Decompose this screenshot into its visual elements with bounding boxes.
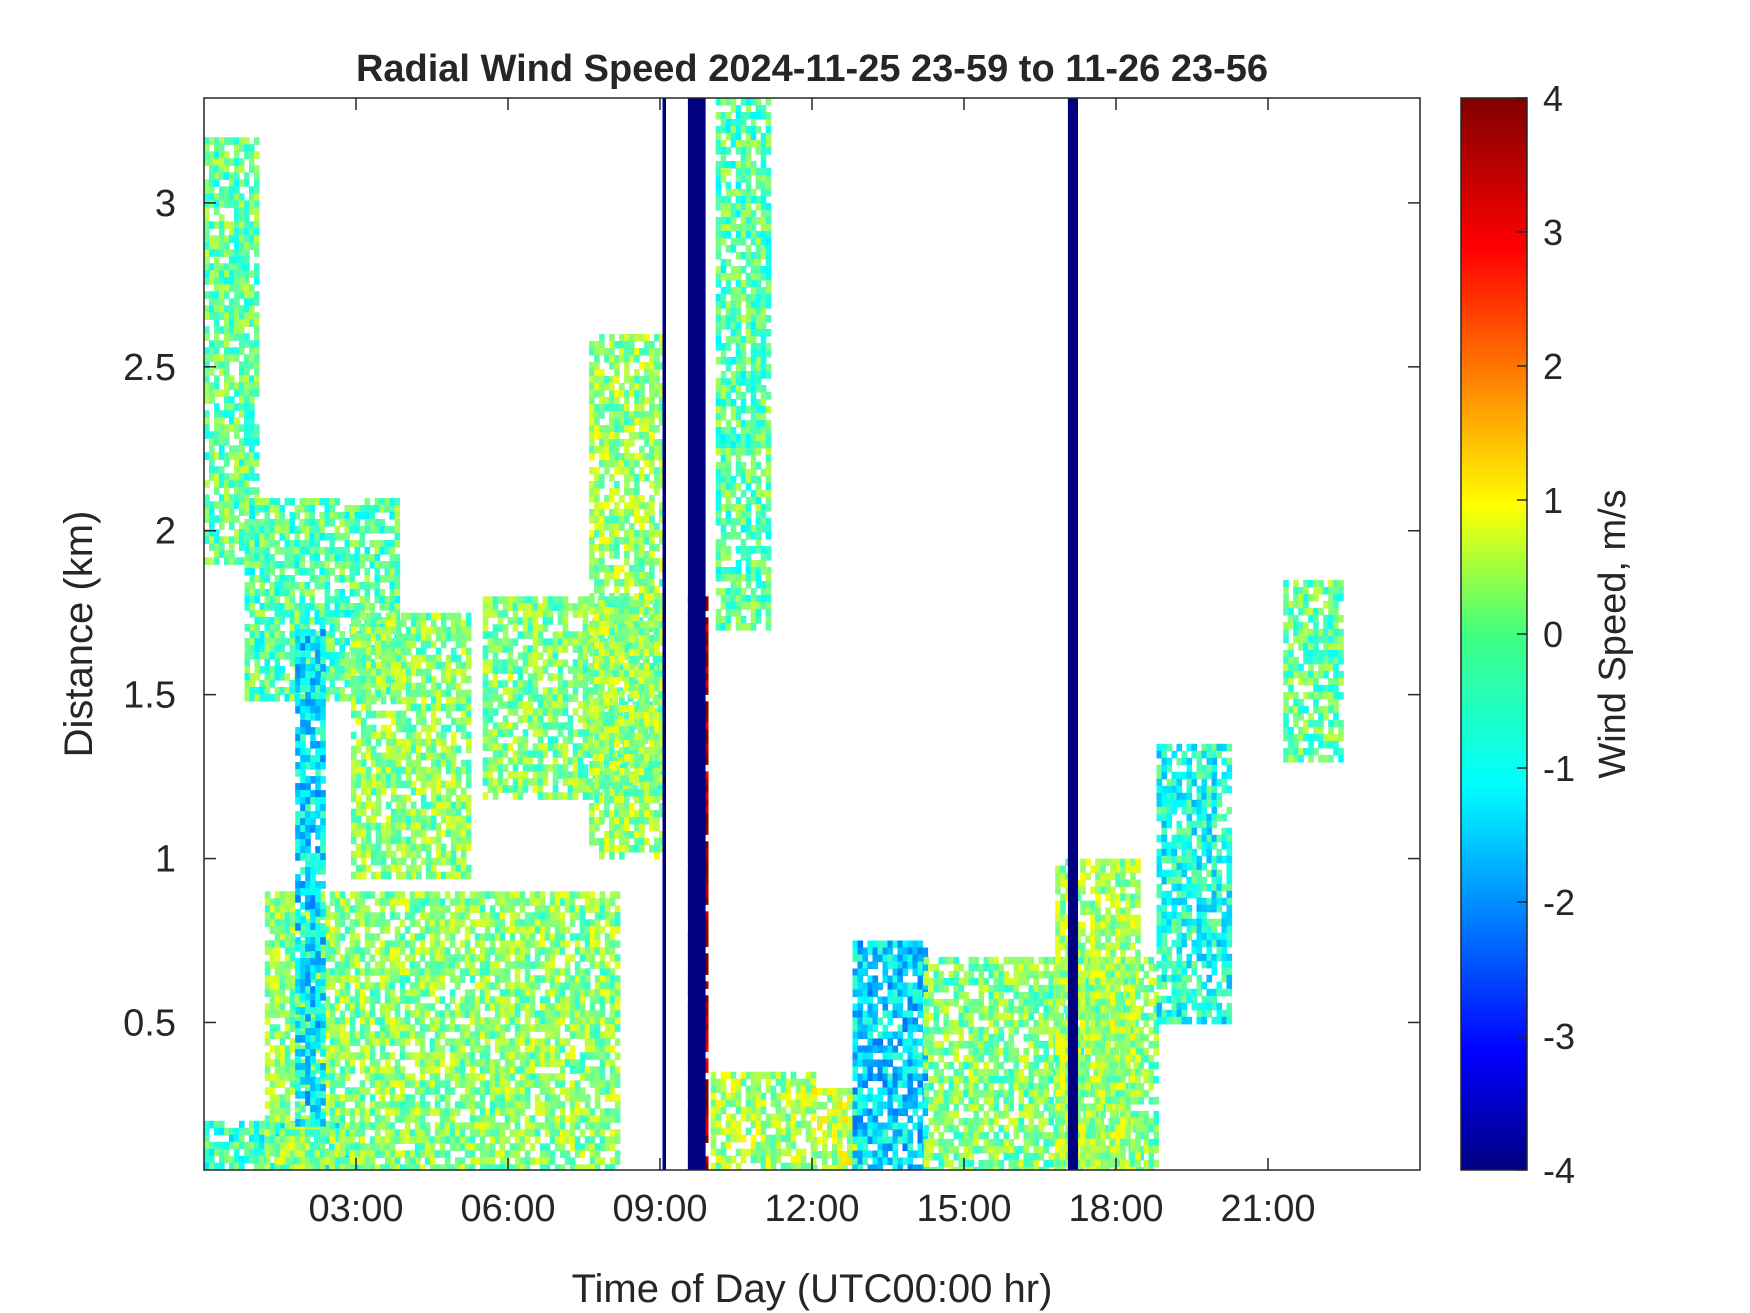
y-tick-label: 0.5 bbox=[123, 1002, 176, 1044]
heatmap-region bbox=[589, 334, 665, 860]
heatmap-region bbox=[1156, 743, 1233, 1025]
colorbar-tick-label: 4 bbox=[1543, 78, 1563, 119]
x-tick-label: 18:00 bbox=[1068, 1188, 1163, 1230]
y-tick-label: 1.5 bbox=[123, 675, 176, 717]
y-tick-label: 2.5 bbox=[123, 347, 176, 389]
colorbar-tick-label: 0 bbox=[1543, 614, 1563, 655]
x-tick-label: 09:00 bbox=[612, 1188, 707, 1230]
y-tick-label: 1 bbox=[155, 839, 176, 881]
colorbar-tick-label: -4 bbox=[1543, 1150, 1575, 1191]
y-tick-label: 3 bbox=[155, 183, 176, 225]
x-tick-label: 06:00 bbox=[460, 1188, 555, 1230]
heatmap-region bbox=[295, 629, 326, 1127]
colorbar-label: Wind Speed, m/s bbox=[1592, 489, 1634, 778]
y-axis-label: Distance (km) bbox=[57, 511, 101, 758]
colorbar-tick-label: 1 bbox=[1543, 480, 1563, 521]
no-data-band bbox=[662, 98, 666, 1170]
x-tick-label: 15:00 bbox=[916, 1188, 1011, 1230]
y-axis-ticks: 0.5 1 1.5 2 2.5 3 bbox=[123, 183, 1420, 1044]
x-axis-ticks: 03:00 06:00 09:00 12:00 15:00 18:00 21:00 bbox=[308, 98, 1316, 1230]
chart-title: Radial Wind Speed 2024-11-25 23-59 to 11… bbox=[356, 48, 1268, 90]
colorbar-tick-label: 2 bbox=[1543, 346, 1563, 387]
colorbar-tick-label: -2 bbox=[1543, 882, 1575, 923]
colorbar-tick-label: -3 bbox=[1543, 1016, 1575, 1057]
x-axis-label: Time of Day (UTC00:00 hr) bbox=[572, 1267, 1053, 1311]
no-data-band bbox=[1067, 98, 1078, 1170]
no-data-band bbox=[687, 98, 706, 1170]
colorbar-tick-label: 3 bbox=[1543, 212, 1563, 253]
heatmap-region bbox=[710, 1071, 817, 1170]
heatmap-region bbox=[852, 940, 929, 1170]
colorbar bbox=[1460, 97, 1528, 1171]
y-tick-label: 2 bbox=[155, 511, 176, 553]
x-tick-label: 03:00 bbox=[308, 1188, 403, 1230]
colorbar-tick-label: -1 bbox=[1543, 748, 1575, 789]
heatmap-layer bbox=[204, 98, 1344, 1170]
x-tick-label: 21:00 bbox=[1220, 1188, 1315, 1230]
heatmap-region bbox=[715, 98, 772, 631]
heatmap-region bbox=[350, 612, 472, 880]
heatmap-region bbox=[812, 1088, 858, 1170]
colorbar-ticks: -4 -3 -2 -1 0 1 2 3 4 bbox=[1517, 78, 1575, 1191]
heatmap-region bbox=[1283, 579, 1344, 763]
x-tick-label: 12:00 bbox=[764, 1188, 859, 1230]
